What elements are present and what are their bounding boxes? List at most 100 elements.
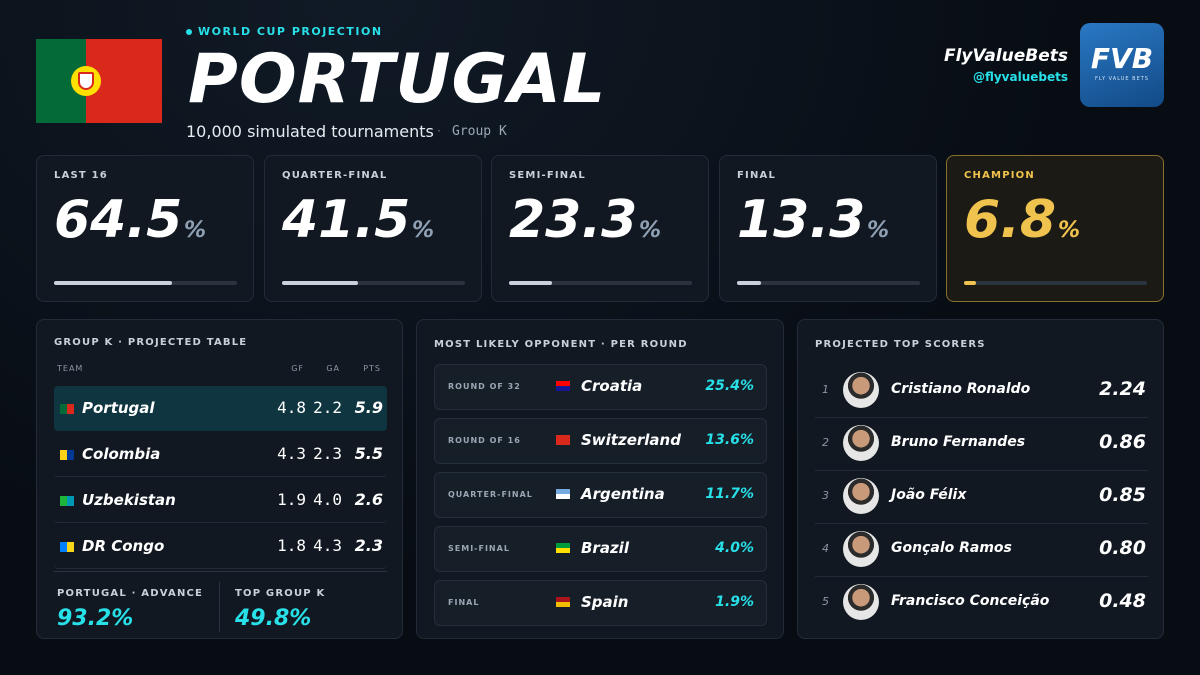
avatar [843, 531, 879, 567]
rank: 4 [822, 542, 829, 555]
summary-value: 93.2% [57, 606, 134, 631]
table-cell: 2.2 [313, 398, 342, 417]
scorer-row: 1 Cristiano Ronaldo 2.24 [815, 364, 1148, 418]
team-flag [556, 597, 570, 607]
opponents-panel: MOST LIKELY OPPONENT · PER ROUND ROUND OF… [416, 319, 784, 639]
subtitle: 10,000 simulated tournaments [186, 122, 434, 141]
scorer-row: 2 Bruno Fernandes 0.86 [815, 417, 1148, 471]
opponent-team: Brazil [581, 539, 629, 557]
table-cell: 4.0 [313, 490, 342, 509]
scorer-value: 0.80 [1099, 537, 1146, 559]
table-cell: 4.8 [277, 398, 306, 417]
logo [1080, 23, 1164, 107]
team-flag [556, 543, 570, 553]
column-header: GA [326, 364, 340, 373]
scorer-row: 5 Francisco Conceição 0.48 [815, 576, 1148, 629]
round-label: ROUND OF 32 [448, 382, 521, 391]
stage-value: 23.3 [509, 190, 638, 250]
progress-track [509, 281, 692, 285]
progress-fill [282, 281, 358, 285]
table-cell: 1.8 [277, 536, 306, 555]
opponent-prob: 25.4% [705, 378, 754, 394]
kicker: WORLD CUP PROJECTION [198, 25, 383, 38]
progress-track [964, 281, 1147, 285]
rank: 2 [822, 436, 829, 449]
divider [54, 571, 387, 572]
team-flag [556, 435, 570, 445]
scorer-name: Cristiano Ronaldo [891, 381, 1031, 397]
round-label: QUARTER-FINAL [448, 490, 533, 499]
table-cell: 5.5 [354, 444, 383, 463]
team-flag [60, 450, 74, 460]
table-cell: 5.9 [354, 398, 383, 417]
progress-fill [964, 281, 977, 285]
progress-fill [54, 281, 173, 285]
progress-track [737, 281, 920, 285]
portugal-flag [36, 39, 162, 123]
table-row: Portugal 4.8 2.2 5.9 [54, 386, 387, 431]
table-cell: 2.3 [354, 536, 383, 555]
round-label: FINAL [448, 598, 480, 607]
opponent-row: ROUND OF 32 Croatia 25.4% [434, 364, 767, 410]
table-row: Uzbekistan 1.9 4.0 2.6 [54, 478, 387, 523]
stage-value: 6.8 [964, 190, 1057, 250]
summary-label: TOP GROUP K [235, 588, 326, 599]
opponent-prob: 1.9% [715, 594, 754, 610]
rank: 3 [822, 489, 829, 502]
team-flag [556, 381, 570, 391]
table-cell: 2.3 [313, 444, 342, 463]
team-name: Portugal [82, 399, 155, 417]
rank: 1 [822, 383, 829, 396]
stage-card: QUARTER-FINAL 41.5% [264, 155, 482, 302]
scorer-name: João Félix [891, 487, 967, 503]
stage-card: FINAL 13.3% [719, 155, 937, 302]
stage-unit: % [184, 218, 207, 243]
opponent-team: Switzerland [581, 431, 681, 449]
logo-text: FVB [1090, 42, 1154, 75]
stage-card: LAST 16 64.5% [36, 155, 254, 302]
opponent-team: Argentina [581, 485, 665, 503]
stage-label: CHAMPION [964, 170, 1035, 181]
stage-card: SEMI-FINAL 23.3% [491, 155, 709, 302]
column-header: TEAM [57, 364, 84, 373]
opponent-row: SEMI-FINAL Brazil 4.0% [434, 526, 767, 572]
opponent-row: ROUND OF 16 Switzerland 13.6% [434, 418, 767, 464]
avatar [843, 478, 879, 514]
opponent-team: Croatia [581, 377, 643, 395]
scorer-value: 0.48 [1099, 590, 1146, 612]
opponent-prob: 11.7% [705, 486, 754, 502]
team-name: Uzbekistan [82, 491, 176, 509]
scorers-panel: PROJECTED TOP SCORERS 1 Cristiano Ronaldo 2… [797, 319, 1164, 639]
scorer-name: Bruno Fernandes [891, 434, 1026, 450]
stage-unit: % [639, 218, 662, 243]
scorer-value: 0.86 [1099, 431, 1146, 453]
stage-label: FINAL [737, 170, 777, 181]
opponent-prob: 4.0% [715, 540, 754, 556]
round-label: SEMI-FINAL [448, 544, 510, 553]
table-row: Colombia 4.3 2.3 5.5 [54, 432, 387, 477]
summary-label: PORTUGAL · ADVANCE [57, 588, 204, 599]
stage-value: 41.5 [282, 190, 411, 250]
scorer-row: 3 João Félix 0.85 [815, 470, 1148, 524]
stage-label: QUARTER-FINAL [282, 170, 388, 181]
team-flag [556, 489, 570, 499]
stage-value: 64.5 [54, 190, 183, 250]
stage-value: 13.3 [737, 190, 866, 250]
column-header: GF [291, 364, 304, 373]
stage-unit: % [1058, 218, 1081, 243]
summary-value: 49.8% [235, 606, 312, 631]
rank: 5 [822, 595, 829, 608]
group-panel: GROUP K · PROJECTED TABLE TEAM GF GA PTS Port… [36, 319, 403, 639]
opponent-prob: 13.6% [705, 432, 754, 448]
progress-fill [737, 281, 762, 285]
avatar [843, 372, 879, 408]
opponent-team: Spain [581, 593, 629, 611]
title: PORTUGAL [188, 40, 607, 119]
group: Group K [452, 124, 507, 139]
table-cell: 4.3 [313, 536, 342, 555]
team-name: DR Congo [82, 537, 165, 555]
opponents-title: MOST LIKELY OPPONENT · PER ROUND [434, 339, 688, 350]
logo-sub: FLY VALUE BETS [1095, 76, 1149, 82]
table-cell: 2.6 [354, 490, 383, 509]
